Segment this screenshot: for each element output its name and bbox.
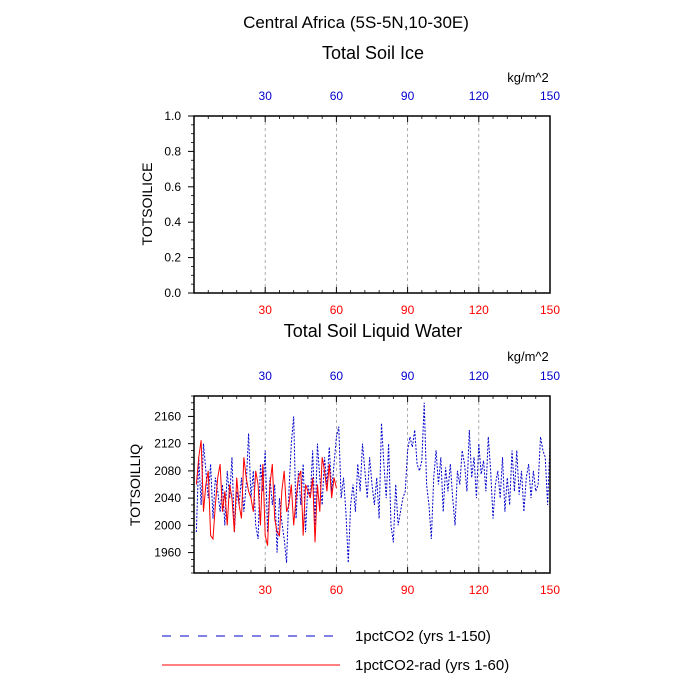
x-tick-label-bottom: 150	[540, 303, 560, 317]
y-axis-label: TOTSOILICE	[139, 163, 155, 246]
unit-label: kg/m^2	[507, 349, 549, 364]
series-line-1pctco2-yrs-1-150-	[195, 402, 551, 563]
y-tick-label: 2040	[154, 491, 181, 505]
y-axis-label: TOTSOILLIQ	[127, 444, 143, 526]
y-tick-label: 0.4	[164, 215, 181, 229]
figure-title: Central Africa (5S-5N,10-30E)	[243, 13, 469, 32]
series-group	[195, 402, 551, 563]
x-tick-label-bottom: 120	[469, 303, 489, 317]
x-tick-label-top: 90	[401, 89, 415, 103]
x-tick-label-top: 150	[540, 369, 560, 383]
y-tick-label: 0.2	[164, 251, 181, 265]
x-tick-label-bottom: 150	[540, 583, 560, 597]
x-tick-labels-bottom: 30 60 90 120 150	[259, 583, 561, 597]
x-tick-labels-bottom: 30 60 90 120 150	[259, 303, 561, 317]
legend-label-1pctco2-rad: 1pctCO2-rad (yrs 1-60)	[355, 657, 509, 674]
y-tick-label: 1.0	[164, 109, 181, 123]
panel-total-soil-liquid-water: Total Soil Liquid Water kg/m^2 TOTSOILLI…	[127, 321, 560, 597]
y-tick-label: 2160	[154, 409, 181, 423]
x-tick-labels-top: 30 60 90 120 150	[259, 369, 561, 383]
x-tick-labels-top: 30 60 90 120 150	[259, 89, 561, 103]
y-tick-label: 0.8	[164, 144, 181, 158]
unit-label: kg/m^2	[507, 70, 549, 85]
x-tick-label-bottom: 30	[259, 303, 273, 317]
panel-title: Total Soil Liquid Water	[284, 321, 462, 341]
x-tick-label-bottom: 90	[401, 303, 415, 317]
x-tick-label-top: 60	[330, 369, 344, 383]
y-tick-label: 1960	[154, 546, 181, 560]
series-line-1pctco2-rad-yrs-1-60-	[195, 440, 337, 546]
x-tick-label-bottom: 120	[469, 583, 489, 597]
y-tick-label: 2080	[154, 464, 181, 478]
x-tick-label-top: 120	[469, 89, 489, 103]
plot-frame	[193, 115, 551, 294]
x-tick-label-bottom: 30	[259, 583, 273, 597]
legend: 1pctCO2 (yrs 1-150) 1pctCO2-rad (yrs 1-6…	[162, 628, 509, 674]
plot-frame	[193, 395, 551, 574]
x-tick-label-bottom: 60	[330, 583, 344, 597]
y-tick-label: 2000	[154, 518, 181, 532]
x-tick-label-top: 30	[259, 369, 273, 383]
ticks	[188, 115, 551, 294]
y-tick-labels: 1960 2000 2040 2080 2120 2160	[154, 409, 181, 559]
x-tick-label-top: 90	[401, 369, 415, 383]
y-tick-labels: 0.0 0.2 0.4 0.6 0.8 1.0	[164, 109, 181, 300]
legend-label-1pctco2: 1pctCO2 (yrs 1-150)	[355, 628, 491, 645]
x-tick-label-bottom: 90	[401, 583, 415, 597]
grid-lines	[264, 116, 480, 293]
x-tick-label-top: 30	[259, 89, 273, 103]
y-tick-label: 0.6	[164, 180, 181, 194]
panel-title: Total Soil Ice	[322, 43, 424, 63]
panel-total-soil-ice: Total Soil Ice kg/m^2 TOTSOILICE 0.00.20…	[139, 43, 560, 317]
y-tick-label: 0.0	[164, 286, 181, 300]
y-tick-label: 2120	[154, 437, 181, 451]
x-tick-label-top: 150	[540, 89, 560, 103]
x-tick-label-top: 60	[330, 89, 344, 103]
x-tick-label-bottom: 60	[330, 303, 344, 317]
x-tick-label-top: 120	[469, 369, 489, 383]
